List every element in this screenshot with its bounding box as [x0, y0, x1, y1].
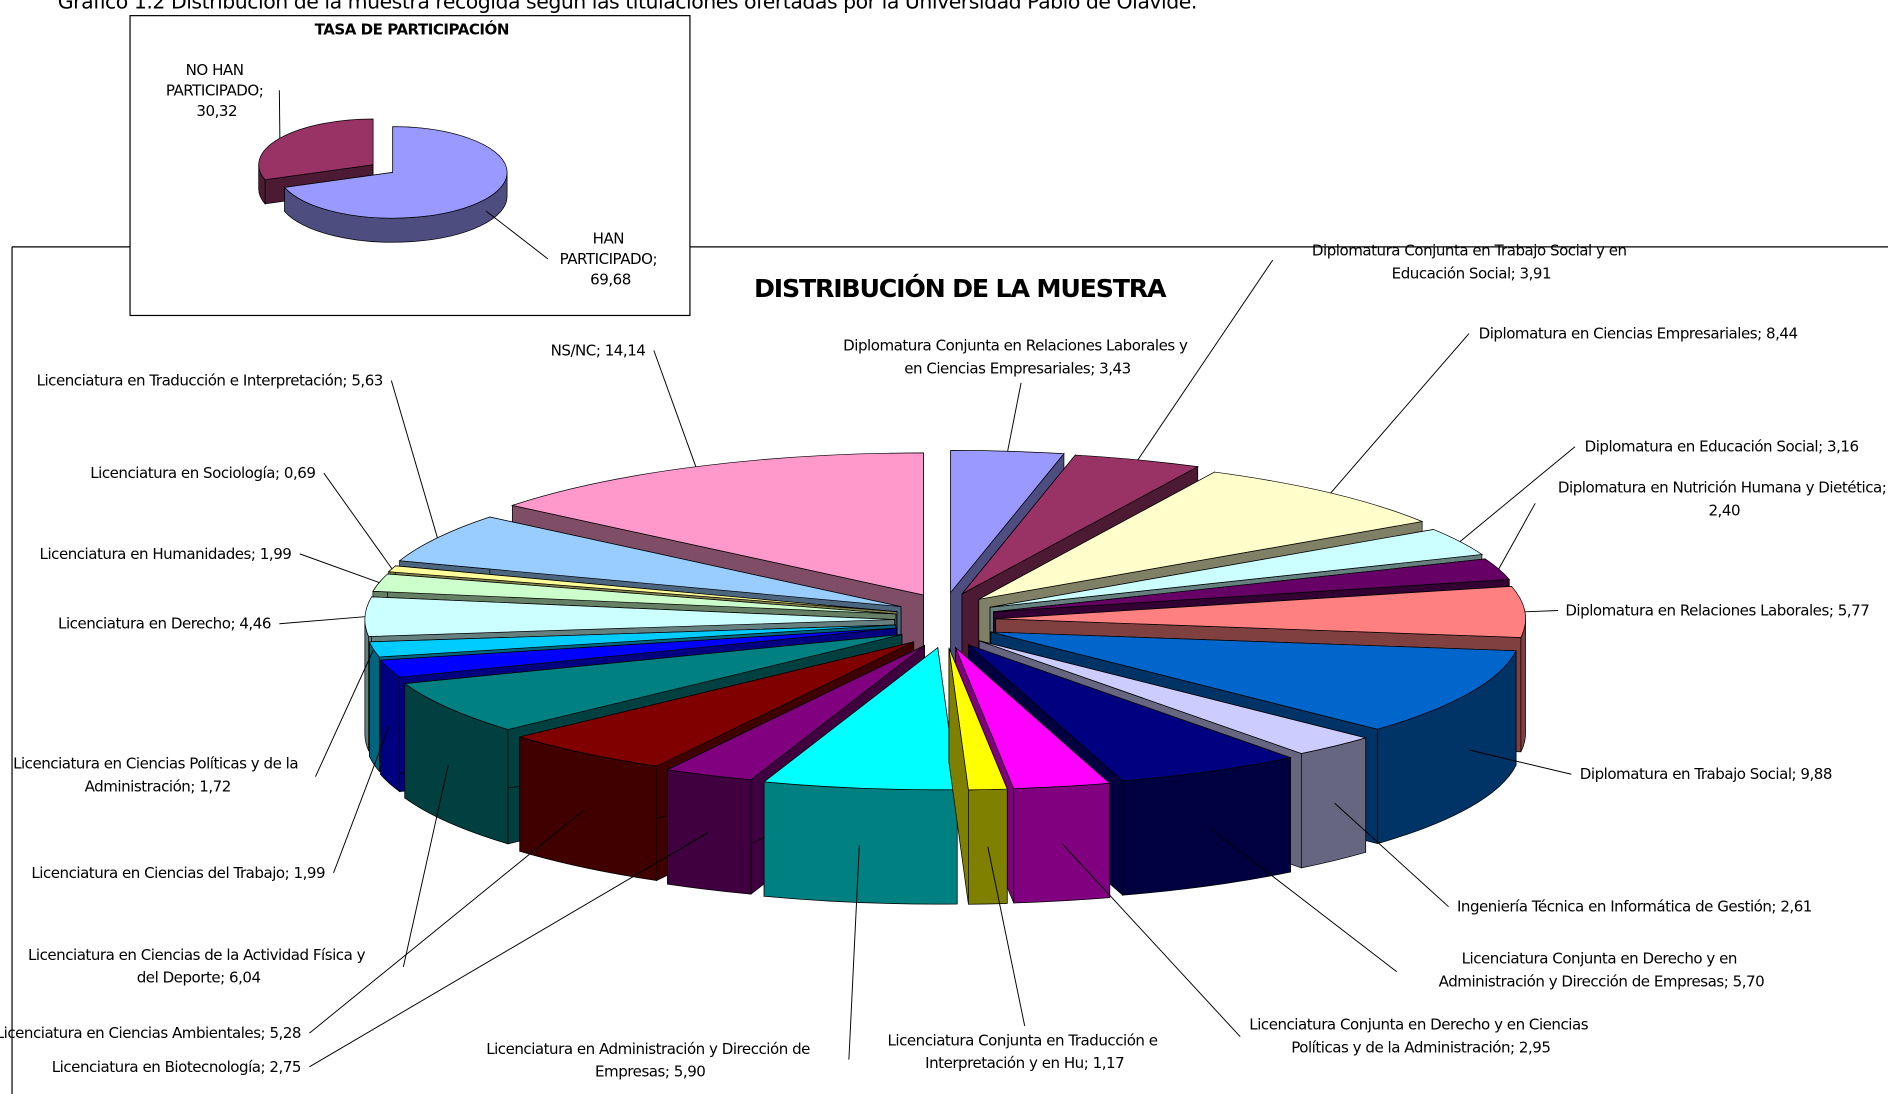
leader-line	[1334, 802, 1449, 908]
data-label: NO HAN PARTICIPADO; 30,32	[166, 60, 268, 119]
slice	[666, 645, 925, 781]
leader-line	[333, 725, 390, 874]
leader-line	[315, 649, 375, 777]
data-label: Licenciatura en Sociología; 0,69	[90, 464, 315, 482]
data-label: Diplomatura Conjunta en Relaciones Labor…	[843, 336, 1192, 377]
slices	[364, 450, 1526, 905]
slice	[403, 634, 902, 730]
leader-line	[299, 553, 380, 584]
leader-line	[1469, 749, 1572, 775]
data-label: Licenciatura Conjunta en Derecho y en Ci…	[1249, 1015, 1592, 1056]
data-label: HAN PARTICIPADO; 69,68	[560, 229, 662, 288]
slice	[283, 126, 508, 219]
slice	[368, 624, 896, 658]
leader-line	[1459, 446, 1576, 543]
slice-side	[1300, 737, 1367, 869]
leader-line	[278, 90, 281, 139]
slice	[948, 647, 1008, 905]
data-label: Diplomatura en Trabajo Social; 9,88	[1580, 765, 1832, 783]
slice	[955, 647, 1111, 789]
slice	[258, 118, 374, 181]
main-chart: DISTRIBUCIÓN DE LA MUESTRA Diplomatura C…	[0, 241, 1888, 1080]
slice-side	[1520, 618, 1526, 753]
slice	[955, 646, 1111, 904]
leader-line	[1524, 609, 1559, 613]
slice	[518, 641, 914, 767]
caption: Gráfico 1.2 Distribución de la muestra r…	[58, 0, 1197, 13]
slice	[995, 585, 1526, 638]
leader-line	[653, 350, 697, 467]
leader-line	[279, 616, 366, 625]
data-label: Licenciatura en Traducción e Interpretac…	[37, 371, 383, 389]
data-label: Licenciatura en Ciencias Políticas y de …	[13, 754, 302, 795]
data-label: Licenciatura en Derecho; 4,46	[58, 614, 271, 632]
slice	[398, 516, 902, 607]
slice-side	[380, 659, 400, 793]
leader-line	[323, 472, 393, 570]
slice-side	[1013, 782, 1111, 904]
chart-title: TASA DE PARTICIPACIÓN	[315, 20, 509, 39]
data-label: Licenciatura en Ciencias Ambientales; 5,…	[0, 1024, 301, 1042]
slice-side	[667, 769, 752, 895]
slice	[961, 454, 1199, 595]
leader-line	[987, 846, 1026, 1026]
slice	[387, 565, 898, 613]
slice	[993, 558, 1511, 613]
slices	[258, 118, 508, 243]
slice	[379, 627, 897, 678]
leader-line	[1498, 503, 1536, 570]
leader-line	[309, 809, 584, 1034]
data-label: NS/NC; 14,14	[551, 341, 646, 359]
slice	[990, 631, 1517, 730]
slice	[979, 640, 1368, 754]
data-label: Licenciatura en Humanidades; 1,99	[40, 544, 292, 562]
leader-line	[390, 380, 438, 538]
slice	[968, 644, 1292, 782]
data-label: Diplomatura Conjunta en Trabajo Social y…	[1312, 241, 1631, 282]
leader-line	[1330, 333, 1470, 494]
slice	[763, 646, 958, 791]
slice-side	[968, 788, 1008, 905]
data-label: Licenciatura Conjunta en Derecho y en Ad…	[1439, 949, 1765, 990]
slice-side	[369, 641, 380, 773]
data-label: Diplomatura en Nutrición Humana y Dietét…	[1558, 478, 1888, 519]
data-label: Diplomatura en Ciencias Empresariales; 8…	[1479, 324, 1798, 342]
leader-line	[1137, 259, 1274, 461]
data-label: Ingeniería Técnica en Informática de Ges…	[1457, 897, 1812, 915]
data-label: Licenciatura en Ciencias del Trabajo; 1,…	[31, 863, 325, 881]
leader-line	[402, 764, 449, 967]
slice-side	[364, 619, 370, 752]
slice	[978, 471, 1424, 600]
data-label: Diplomatura en Relaciones Laborales; 5,7…	[1565, 601, 1869, 619]
leader-line	[309, 832, 709, 1068]
slice	[948, 647, 1008, 791]
data-label: Diplomatura en Educación Social; 3,16	[1585, 437, 1859, 455]
slice	[763, 646, 958, 905]
data-label: Licenciatura en Administración y Direcci…	[486, 1039, 814, 1080]
data-label: Licenciatura Conjunta en Traducción e In…	[887, 1031, 1161, 1072]
inset-chart: TASA DE PARTICIPACIÓN HAN PARTICIPADO; 6…	[129, 15, 691, 317]
leader-line	[1007, 382, 1022, 452]
data-label: Licenciatura en Biotecnología; 2,75	[52, 1057, 301, 1075]
leader-line	[1061, 843, 1241, 1038]
leader-line	[1210, 828, 1398, 973]
slice	[510, 452, 924, 596]
leader-line	[485, 210, 549, 260]
leader-line	[848, 845, 860, 1060]
data-label: Licenciatura en Ciencias de la Actividad…	[28, 945, 369, 986]
chart-title: DISTRIBUCIÓN DE LA MUESTRA	[754, 273, 1167, 303]
slice	[283, 126, 508, 243]
slice-side	[763, 781, 958, 905]
